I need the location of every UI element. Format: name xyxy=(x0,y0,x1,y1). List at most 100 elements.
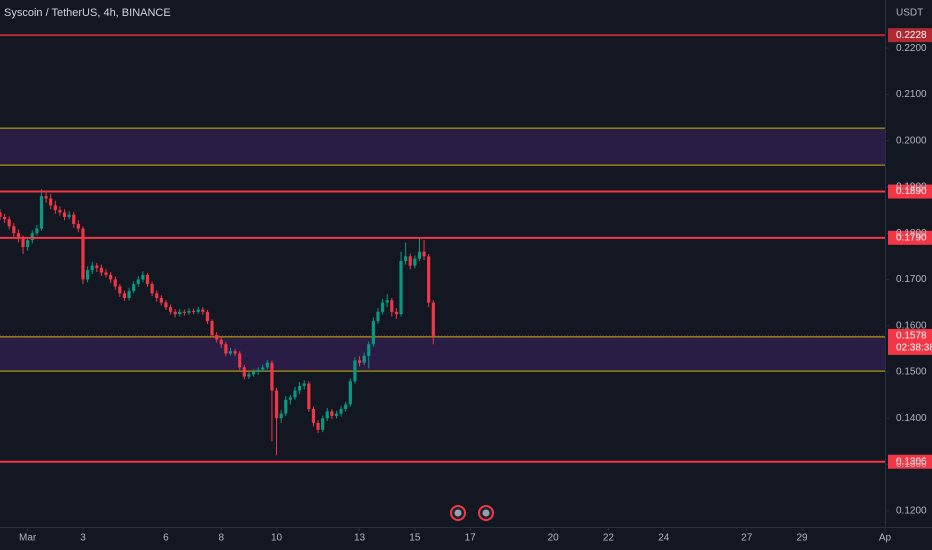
candle-body xyxy=(279,413,283,419)
candle-body xyxy=(242,367,246,377)
candle-body xyxy=(215,334,219,340)
candle-body xyxy=(274,390,279,419)
candle-body xyxy=(302,383,306,386)
last-price-box xyxy=(888,328,932,355)
candle-body xyxy=(164,302,168,308)
candle-body xyxy=(371,321,375,345)
candle-body xyxy=(159,297,163,303)
candle-body xyxy=(136,279,140,285)
candle-body xyxy=(109,274,113,280)
x-tick-label: Mar xyxy=(19,533,37,544)
event-icon[interactable] xyxy=(450,505,466,521)
chart-title: Syscoin / TetherUS, 4h, BINANCE xyxy=(4,7,171,19)
candle-body xyxy=(417,251,422,259)
candle-body xyxy=(334,413,339,416)
candle-body xyxy=(367,344,371,356)
candle-body xyxy=(81,228,85,280)
candles-layer xyxy=(0,189,435,456)
candle-body xyxy=(210,321,214,335)
candle-body xyxy=(247,374,251,377)
candle-body xyxy=(298,385,302,391)
candle-body xyxy=(325,411,329,419)
countdown-label: 02:38:38 xyxy=(896,343,932,354)
candle-body xyxy=(293,390,297,398)
candle-body xyxy=(12,226,16,234)
candle-body xyxy=(132,284,136,292)
candle-body xyxy=(44,196,48,199)
candle-body xyxy=(21,237,25,248)
candle-body xyxy=(357,360,362,363)
event-icon[interactable] xyxy=(478,505,494,521)
candle-body xyxy=(127,291,131,298)
event-marker-inner xyxy=(454,509,462,517)
candle-body xyxy=(321,418,325,430)
candle-body xyxy=(376,311,380,322)
level-price-box xyxy=(888,28,932,43)
level-price-box xyxy=(888,230,932,245)
x-tick-label: 17 xyxy=(465,533,477,544)
candle-body xyxy=(413,258,417,266)
x-tick-label: 13 xyxy=(354,533,366,544)
candle-body xyxy=(7,219,11,227)
y-tick-label: 0.1500 xyxy=(896,367,927,378)
x-tick-label: 6 xyxy=(163,533,169,544)
candle-body xyxy=(390,300,394,312)
candle-body xyxy=(155,293,159,298)
y-tick-label: 0.1400 xyxy=(896,413,927,424)
candle-body xyxy=(399,260,403,315)
y-tick-label: 0.1900 xyxy=(896,182,927,193)
level-price-label: 0.2228 xyxy=(896,30,927,41)
candle-body xyxy=(62,212,67,217)
candle-body xyxy=(408,256,412,266)
candle-body xyxy=(307,383,311,410)
x-tick-label: 22 xyxy=(603,533,615,544)
x-tick-label: 10 xyxy=(271,533,283,544)
x-tick-label: 8 xyxy=(218,533,224,544)
x-tick-label: 27 xyxy=(741,533,753,544)
candle-body xyxy=(49,198,53,206)
candle-body xyxy=(219,339,223,345)
y-tick-label: 0.2000 xyxy=(896,135,927,146)
x-tick-label: 29 xyxy=(796,533,808,544)
candle-body xyxy=(385,300,389,303)
candle-body xyxy=(353,360,357,382)
candle-body xyxy=(201,309,205,312)
x-tick-label: Ap xyxy=(879,533,892,544)
candle-body xyxy=(251,372,256,375)
candle-body xyxy=(404,256,408,261)
candle-body xyxy=(3,217,7,220)
x-tick-label: 20 xyxy=(548,533,560,544)
zone xyxy=(0,336,885,372)
candle-body xyxy=(316,422,320,430)
y-tick-label: 0.2100 xyxy=(896,89,927,100)
level-price-box xyxy=(888,454,932,469)
candle-body xyxy=(228,351,233,354)
candle-body xyxy=(141,274,145,280)
axis-layer: 0.2200 0.2100 0.2000 0.1900 0.1800 0.1700 0.16… xyxy=(19,43,927,544)
candle-body xyxy=(187,310,191,313)
y-tick-label: 0.1700 xyxy=(896,274,927,285)
candle-body xyxy=(422,251,426,257)
candle-body xyxy=(196,309,200,312)
x-tick-label: 15 xyxy=(409,533,421,544)
y-tick-label: 0.1600 xyxy=(896,320,927,331)
candle-body xyxy=(427,256,431,303)
candle-body xyxy=(178,311,182,315)
candle-body xyxy=(67,214,71,217)
candle-body xyxy=(104,272,108,275)
candle-body xyxy=(145,274,150,285)
candle-body xyxy=(284,399,288,414)
level-price-label: 0.1790 xyxy=(896,232,927,243)
candle-body xyxy=(270,362,274,391)
candle-body xyxy=(76,223,80,229)
level-price-label: 0.1890 xyxy=(896,186,927,197)
candle-body xyxy=(348,381,352,405)
candle-body xyxy=(90,265,94,271)
candle-body xyxy=(58,210,62,213)
candle-body xyxy=(224,344,228,354)
candle-body xyxy=(191,310,196,312)
candle-body xyxy=(72,214,76,224)
y-tick-label: 0.1300 xyxy=(896,459,927,470)
candle-body xyxy=(39,196,44,229)
